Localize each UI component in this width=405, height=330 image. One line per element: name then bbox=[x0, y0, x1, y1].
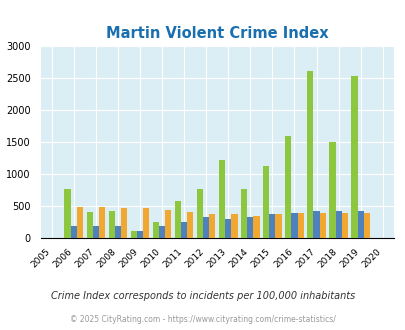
Bar bbox=[275, 214, 281, 238]
Bar bbox=[187, 212, 193, 238]
Bar bbox=[70, 226, 77, 238]
Bar bbox=[241, 189, 247, 238]
Bar bbox=[181, 222, 187, 238]
Title: Martin Violent Crime Index: Martin Violent Crime Index bbox=[106, 26, 328, 41]
Bar bbox=[357, 212, 363, 238]
Bar bbox=[175, 201, 181, 238]
Bar bbox=[130, 231, 136, 238]
Bar bbox=[136, 231, 143, 238]
Bar bbox=[363, 214, 369, 238]
Bar bbox=[202, 216, 209, 238]
Bar bbox=[158, 226, 165, 238]
Bar bbox=[291, 213, 297, 238]
Bar bbox=[253, 216, 259, 238]
Bar bbox=[86, 212, 92, 238]
Bar bbox=[152, 222, 158, 238]
Bar bbox=[262, 166, 269, 238]
Text: © 2025 CityRating.com - https://www.cityrating.com/crime-statistics/: © 2025 CityRating.com - https://www.city… bbox=[70, 315, 335, 324]
Bar bbox=[284, 136, 291, 238]
Bar bbox=[319, 213, 325, 238]
Bar bbox=[335, 211, 341, 238]
Bar bbox=[77, 207, 83, 238]
Bar bbox=[115, 226, 121, 238]
Bar bbox=[269, 214, 275, 238]
Bar bbox=[247, 216, 253, 238]
Bar bbox=[64, 189, 70, 238]
Bar bbox=[307, 71, 313, 238]
Bar bbox=[328, 142, 335, 238]
Bar bbox=[341, 214, 347, 238]
Bar bbox=[351, 76, 357, 238]
Bar bbox=[209, 214, 215, 238]
Bar bbox=[108, 212, 115, 238]
Bar bbox=[92, 226, 99, 238]
Bar bbox=[143, 208, 149, 238]
Bar bbox=[218, 160, 225, 238]
Bar bbox=[231, 214, 237, 238]
Bar bbox=[99, 207, 105, 238]
Text: Crime Index corresponds to incidents per 100,000 inhabitants: Crime Index corresponds to incidents per… bbox=[51, 291, 354, 301]
Bar bbox=[313, 211, 319, 238]
Bar bbox=[297, 213, 303, 238]
Bar bbox=[196, 189, 202, 238]
Bar bbox=[165, 210, 171, 238]
Bar bbox=[225, 219, 231, 238]
Bar bbox=[121, 208, 127, 238]
